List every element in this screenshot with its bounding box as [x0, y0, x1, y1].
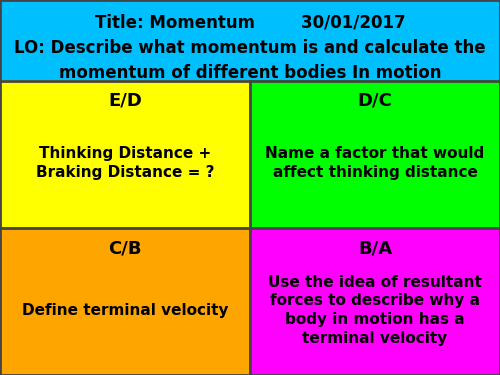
Bar [250, 228, 500, 375]
Text: Define terminal velocity: Define terminal velocity [22, 303, 228, 318]
Text: Use the idea of resultant
forces to describe why a
body in motion has a
terminal: Use the idea of resultant forces to desc… [268, 275, 482, 346]
Text: Title: Momentum        30/01/2017: Title: Momentum 30/01/2017 [94, 13, 406, 31]
Text: C/B: C/B [108, 239, 142, 257]
Bar [0, 0, 500, 81]
Text: LO: Describe what momentum is and calculate the: LO: Describe what momentum is and calcul… [14, 39, 486, 57]
Text: D/C: D/C [358, 92, 392, 110]
Bar [0, 228, 250, 375]
Bar [0, 81, 250, 228]
Text: Name a factor that would
affect thinking distance: Name a factor that would affect thinking… [266, 146, 484, 180]
Text: B/A: B/A [358, 239, 392, 257]
Bar [250, 81, 500, 228]
Text: momentum of different bodies In motion: momentum of different bodies In motion [59, 64, 442, 82]
Text: E/D: E/D [108, 92, 142, 110]
Text: Thinking Distance +
Braking Distance = ?: Thinking Distance + Braking Distance = ? [36, 146, 214, 180]
